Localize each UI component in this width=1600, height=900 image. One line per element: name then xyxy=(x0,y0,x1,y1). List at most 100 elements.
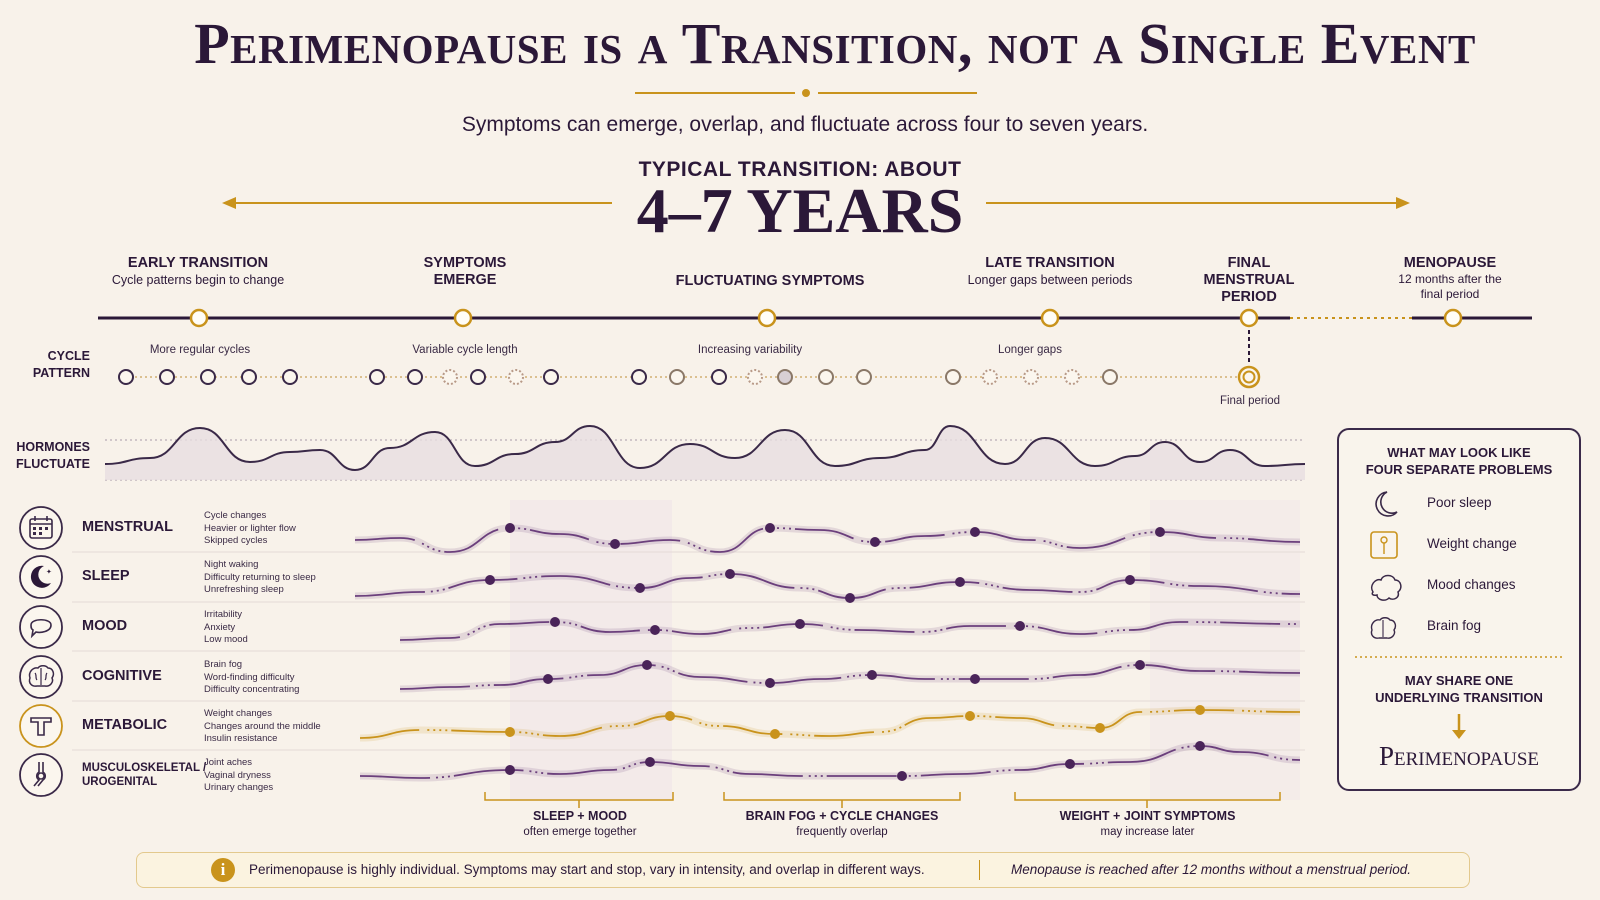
stage-title: MENOPAUSE xyxy=(1403,255,1497,271)
brain-icon xyxy=(19,655,63,699)
symptom-wave-dot xyxy=(1195,741,1205,751)
cycle-dot xyxy=(118,369,134,385)
symptom-wave-dot xyxy=(543,674,553,684)
cycle-dot xyxy=(945,369,961,385)
cycle-phase-label: Variable cycle length xyxy=(412,344,518,356)
cycle-dot xyxy=(1023,369,1039,385)
cycle-dot xyxy=(543,369,559,385)
symptom-wave-dot xyxy=(1015,621,1025,631)
cycle-dot xyxy=(818,369,834,385)
stage-title: SYMPTOMS EMERGE xyxy=(423,255,507,288)
cycle-dot xyxy=(282,369,298,385)
brain-icon xyxy=(1370,617,1397,639)
stage-title: LATE TRANSITION xyxy=(985,255,1115,271)
stage-title: EARLY TRANSITION xyxy=(127,255,269,271)
footer-divider xyxy=(979,860,980,880)
symptom-row-cognitive: COGNITIVE Brain fog Word-finding difficul… xyxy=(16,652,356,700)
cycle-dot xyxy=(631,369,647,385)
symptom-wave-line xyxy=(359,745,1301,779)
cycle-dot xyxy=(159,369,175,385)
cycle-dot xyxy=(200,369,216,385)
stage-fluctuating: FLUCTUATING SYMPTOMS xyxy=(640,273,900,290)
symptom-row-metabolic: METABOLIC Weight changes Changes around t… xyxy=(16,701,356,749)
cycle-phase-label: Longer gaps xyxy=(998,344,1062,356)
calendar-icon xyxy=(19,506,63,550)
stage-symptoms-emerge: SYMPTOMS EMERGE xyxy=(410,255,520,289)
cycle-dot xyxy=(470,369,486,385)
symptom-details: Joint aches Vaginal dryness Urinary change… xyxy=(204,757,274,793)
symptom-labels: MENSTRUAL Cycle changes Heavier or lighte… xyxy=(16,503,356,798)
footer-note-bar: i Perimenopause is highly individual. Sy… xyxy=(136,852,1470,888)
cloud-icon xyxy=(1370,574,1402,601)
symptom-wave-dot xyxy=(765,523,775,533)
moon-icon: ✦ xyxy=(19,555,63,599)
symptom-name: METABOLIC xyxy=(82,717,168,733)
symptom-wave-dot xyxy=(1195,705,1205,715)
symptom-wave-dot xyxy=(550,617,560,627)
symptom-wave-dot xyxy=(955,577,965,587)
timeline-marker xyxy=(1239,308,1259,328)
panel-heading: WHAT MAY LOOK LIKE FOUR SEPARATE PROBLEMS xyxy=(1365,445,1553,477)
duration-value: 4–7 YEARS xyxy=(636,175,964,246)
timeline-marker xyxy=(757,308,777,328)
hormone-wave-line xyxy=(104,424,1306,472)
symptom-details: Brain fog Word-finding difficulty Difficul… xyxy=(204,659,300,695)
panel-shared-label: MAY SHARE ONE UNDERLYING TRANSITION xyxy=(1375,673,1543,705)
hormone-wave xyxy=(104,424,1306,480)
svg-text:✦: ✦ xyxy=(46,568,52,576)
symptom-wave-line xyxy=(354,527,1301,553)
symptom-name: COGNITIVE xyxy=(82,668,162,684)
panel-item-brain-fog: Brain fog xyxy=(1427,618,1482,633)
symptom-wave-dot xyxy=(635,583,645,593)
symptom-row-sleep: ✦ SLEEP Night waking Difficulty returning… xyxy=(16,552,356,600)
cycle-dot xyxy=(982,369,998,385)
symptom-wave-dot xyxy=(897,771,907,781)
symptom-wave-dot xyxy=(1155,527,1165,537)
cycle-dot xyxy=(508,369,524,385)
measuring-tape-icon xyxy=(19,704,63,748)
symptom-waves xyxy=(354,523,1301,782)
symptom-row-musculoskeletal: MUSCULOSKELETAL / UROGENITAL Joint aches V… xyxy=(16,750,356,798)
group-sleep-mood: SLEEP + MOOD often emerge together xyxy=(523,809,637,838)
cycle-dot xyxy=(856,369,872,385)
joint-icon xyxy=(19,753,63,797)
final-period-dot xyxy=(1237,365,1261,389)
symptom-details: Irritability Anxiety Low mood xyxy=(204,609,248,645)
symptom-wave-line xyxy=(399,621,1301,641)
symptom-wave-dot xyxy=(610,539,620,549)
panel-item-poor-sleep: Poor sleep xyxy=(1427,495,1492,510)
stage-menopause: MENOPAUSE 12 months after the final peri… xyxy=(1390,255,1510,302)
symptom-name: MENSTRUAL xyxy=(82,519,174,535)
symptom-wave-dot xyxy=(725,569,735,579)
cycle-phase-label: More regular cycles xyxy=(149,344,251,356)
symptom-name: SLEEP xyxy=(82,568,130,584)
symptom-row-mood: MOOD Irritability Anxiety Low mood xyxy=(16,602,356,650)
symptom-wave-dot xyxy=(642,660,652,670)
symptom-wave-dot xyxy=(795,619,805,629)
cycle-dot xyxy=(369,369,385,385)
symptom-wave-dot xyxy=(505,727,515,737)
stage-title: FINAL MENSTRUAL PERIOD xyxy=(1203,255,1295,305)
cycle-dot xyxy=(241,369,257,385)
symptom-row-menstrual: MENSTRUAL Cycle changes Heavier or lighte… xyxy=(16,503,356,551)
cycle-phase-label: Increasing variability xyxy=(697,344,803,356)
symptom-wave-dot xyxy=(1065,759,1075,769)
group-weight-joint: WEIGHT + JOINT SYMPTOMS may increase late… xyxy=(1059,809,1236,838)
panel-icons xyxy=(1370,491,1402,639)
symptom-wave-dot xyxy=(965,711,975,721)
cycle-dot xyxy=(777,369,793,385)
symptom-wave-dot xyxy=(845,593,855,603)
symptom-details: Night waking Difficulty returning to slee… xyxy=(204,559,316,595)
symptom-details: Weight changes Changes around the middle I… xyxy=(204,708,321,744)
symptom-wave-line xyxy=(354,573,1301,599)
symptom-name: MOOD xyxy=(82,618,128,634)
symptom-wave-halo xyxy=(399,618,1301,644)
group-brain-fog-cycle: BRAIN FOG + CYCLE CHANGES frequently over… xyxy=(745,809,939,838)
stage-desc: Cycle patterns begin to change xyxy=(111,273,285,287)
cycle-dots xyxy=(118,365,1261,389)
symptom-wave-halo xyxy=(359,706,1301,742)
symptom-wave-dot xyxy=(1095,723,1105,733)
stage-early-transition: EARLY TRANSITION Cycle patterns begin to… xyxy=(98,255,298,289)
stage-late-transition: LATE TRANSITION Longer gaps between peri… xyxy=(940,255,1160,289)
